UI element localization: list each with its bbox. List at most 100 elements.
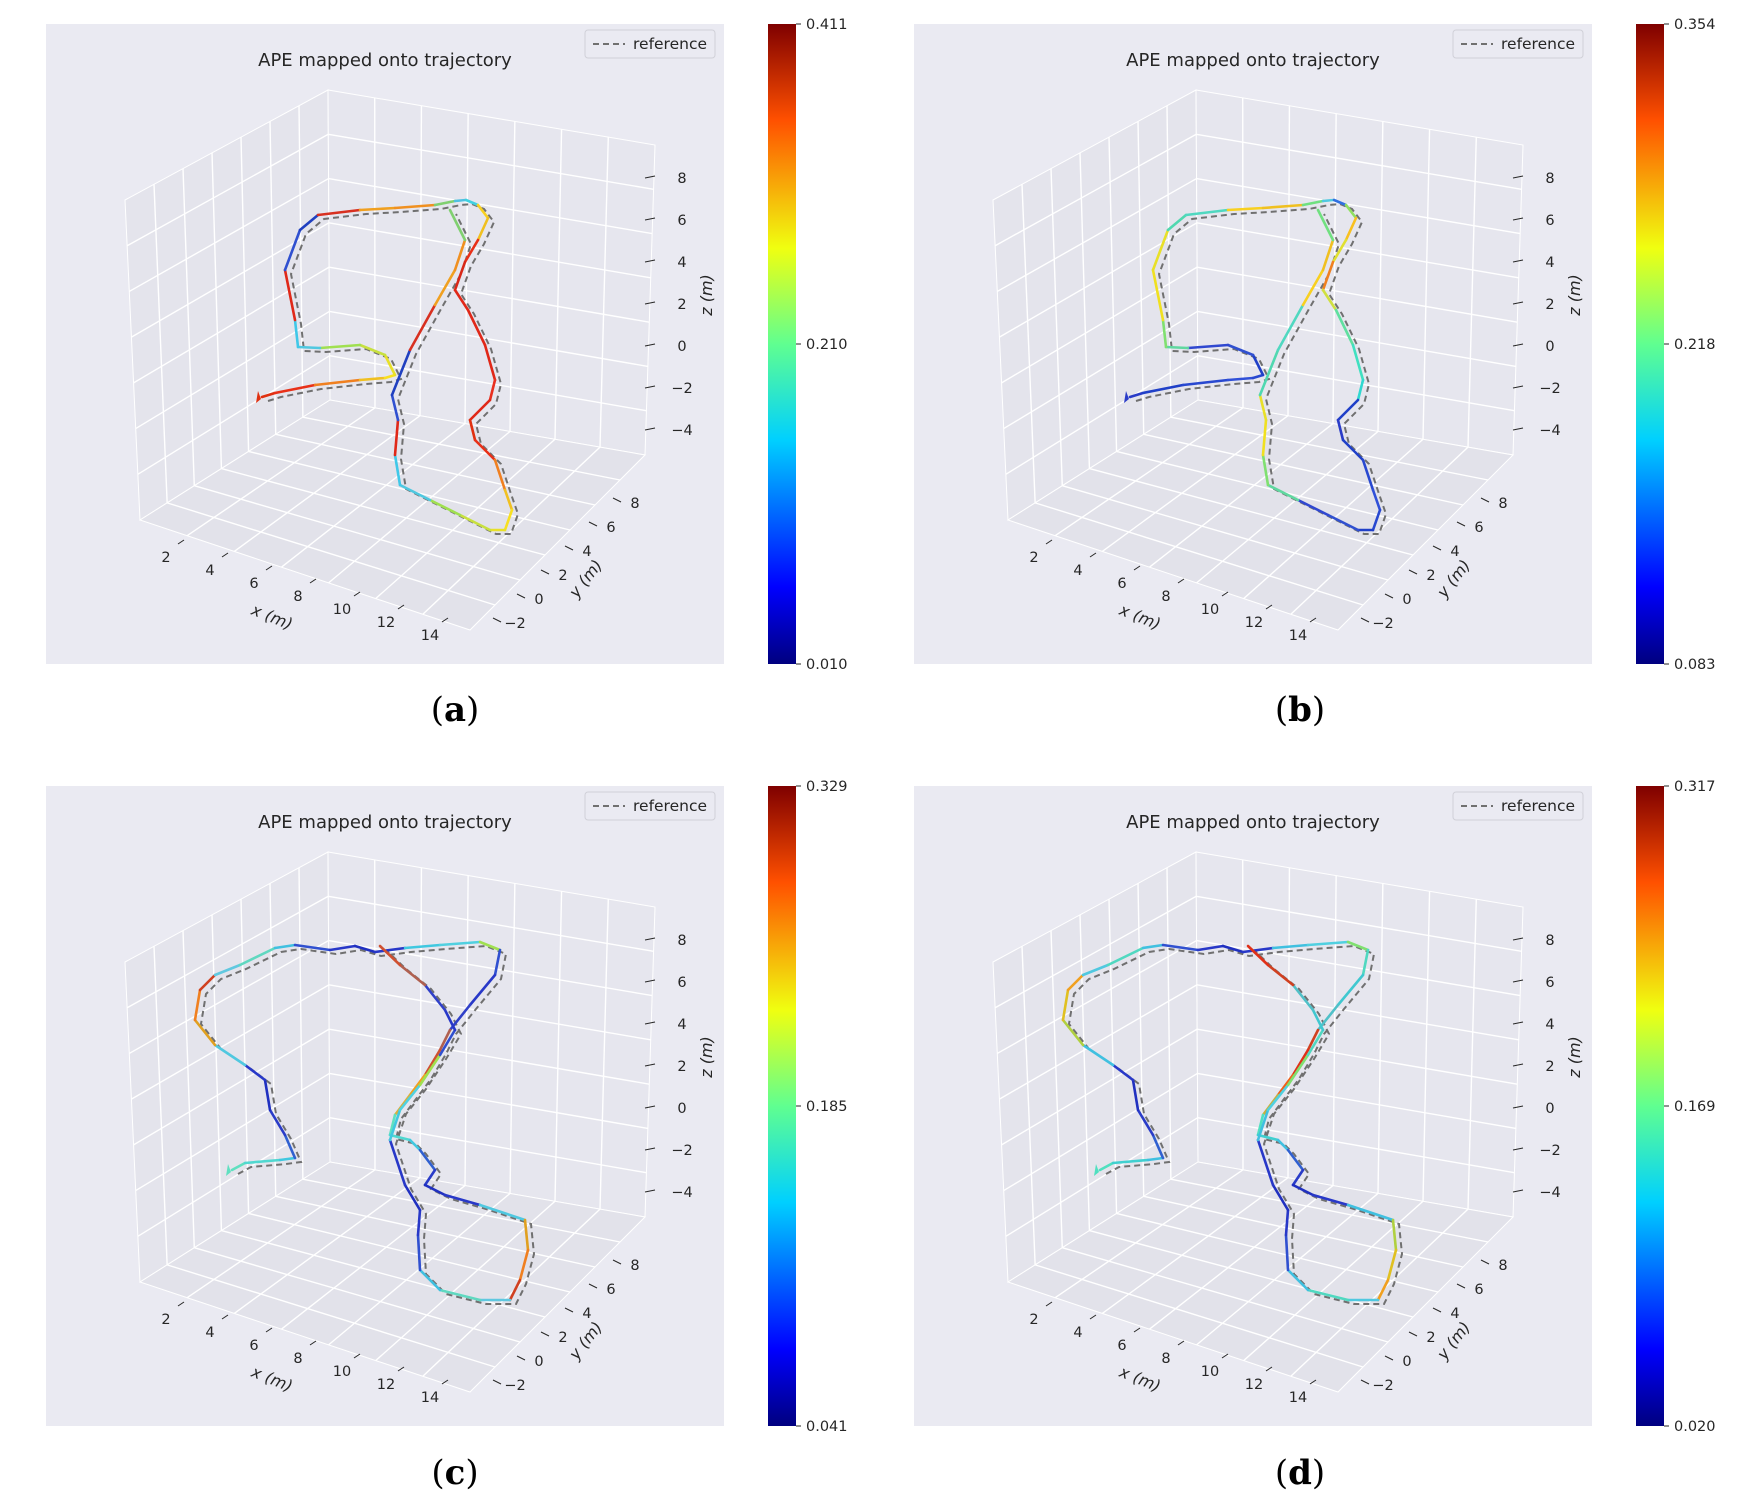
grid-line (422, 1208, 601, 1377)
x-tick-mark (353, 591, 361, 597)
z-tick-mark (1512, 1147, 1524, 1151)
y-tick-mark (1480, 1259, 1490, 1265)
x-tick-label: 14 (1289, 628, 1307, 644)
grid-line (1422, 891, 1431, 1202)
caption-a: (a) (430, 690, 480, 730)
grid-line (328, 430, 511, 584)
x-tick-mark (177, 1301, 185, 1307)
trajectory-segment (1291, 1183, 1315, 1197)
grid-line (248, 1212, 571, 1293)
grid-line (994, 895, 1197, 1009)
trajectory-segment (443, 1193, 482, 1207)
trajectory-segment (1256, 1138, 1275, 1187)
grid-line (996, 939, 1197, 1055)
z-tick-mark (1512, 301, 1524, 305)
colorbar (768, 786, 796, 1426)
trajectory-segment (1284, 1208, 1290, 1237)
reference-trajectory (267, 202, 520, 535)
x-tick-label: 4 (1073, 1325, 1082, 1341)
trajectory-segment (1276, 303, 1305, 352)
back-pane-right (1195, 851, 1524, 1218)
trajectory-segment (268, 1108, 287, 1137)
y-tick-mark (1360, 1379, 1370, 1385)
y-tick-mark (1480, 497, 1490, 503)
x-tick-mark (353, 1353, 361, 1359)
trajectory-segment (1081, 1043, 1115, 1067)
grid-line (298, 105, 304, 418)
z-axis-label: z (m) (1565, 274, 1584, 317)
z-tick-label: 2 (1545, 1059, 1554, 1075)
z-tick-label: 4 (677, 1017, 686, 1033)
y-tick-mark (492, 1379, 502, 1385)
trajectory-segment (433, 199, 457, 207)
trajectory-segment (283, 268, 297, 322)
y-tick-label: −2 (1372, 1378, 1393, 1394)
grid-line (1377, 883, 1384, 1194)
y-tick-label: 6 (1474, 520, 1483, 536)
grid-line (166, 1264, 496, 1368)
trajectory-segment (1344, 216, 1358, 242)
grid-line (126, 133, 329, 247)
x-tick-mark (1221, 591, 1229, 597)
x-tick-mark (1309, 1379, 1317, 1385)
x-tick-mark (441, 617, 449, 623)
x-tick-label: 14 (421, 628, 439, 644)
trajectory-segment (1331, 238, 1348, 264)
trajectory-segment (1301, 268, 1325, 307)
x-tick-mark (1133, 1327, 1141, 1333)
back-pane-right (327, 89, 656, 456)
trajectory-segment (1371, 508, 1382, 532)
grid-line (240, 899, 250, 1214)
colorbar-max-label: 0.354 (1674, 17, 1716, 33)
trajectory-segment (468, 973, 497, 1007)
grid-line (1197, 1117, 1515, 1174)
z-tick-label: 6 (1545, 213, 1554, 229)
grid-line (1034, 502, 1364, 606)
trajectory-segment (438, 940, 482, 947)
trajectory-segment (408, 1073, 427, 1097)
trajectory-segment (458, 513, 492, 532)
grid-line (128, 177, 329, 293)
z-tick-mark (644, 979, 656, 983)
grid-line (153, 184, 168, 503)
z-tick-mark (644, 427, 656, 431)
grid-line (275, 433, 596, 506)
trajectory-segment (1306, 1028, 1320, 1052)
floor-pane (1006, 399, 1515, 631)
x-tick-mark (1089, 1314, 1097, 1320)
trajectory-segment (193, 1018, 217, 1047)
z-tick-mark (644, 301, 656, 305)
trajectory-segment (468, 418, 477, 442)
grid-line (1170, 416, 1489, 481)
z-tick-mark (644, 937, 656, 941)
x-tick-mark (1045, 1301, 1053, 1307)
trajectory-segment (390, 348, 412, 397)
grid-line (1196, 895, 1522, 952)
trajectory-segment (453, 198, 468, 203)
grid-line (137, 355, 331, 475)
x-tick-label: 10 (1201, 1364, 1219, 1380)
y-tick-mark (1384, 593, 1394, 599)
trajectory-segment (1136, 1108, 1155, 1137)
trajectory-segment (198, 973, 217, 992)
y-tick-label: 6 (606, 520, 615, 536)
y-tick-label: −2 (1372, 616, 1393, 632)
reference-trajectory (1135, 202, 1388, 535)
y-tick-label: 4 (1450, 1306, 1459, 1322)
x-tick-mark (1265, 604, 1273, 610)
grid-line (302, 416, 621, 481)
trajectory-segment (1186, 343, 1230, 350)
trajectory-segment (423, 983, 447, 1012)
grid-line (1054, 1169, 1244, 1299)
trajectory-segment (1341, 438, 1365, 462)
x-tick-label: 6 (249, 1338, 258, 1354)
colorbar-min-label: 0.083 (1674, 657, 1716, 673)
grid-line (509, 121, 516, 432)
chart-title: APE mapped onto trajectory (258, 50, 512, 71)
y-tick-label: 6 (1474, 1282, 1483, 1298)
legend-box (1452, 791, 1584, 821)
grid-line (186, 1169, 376, 1299)
trajectory-segment (1261, 453, 1270, 487)
y-tick-label: 6 (606, 1282, 615, 1298)
x-tick-mark (265, 565, 273, 571)
